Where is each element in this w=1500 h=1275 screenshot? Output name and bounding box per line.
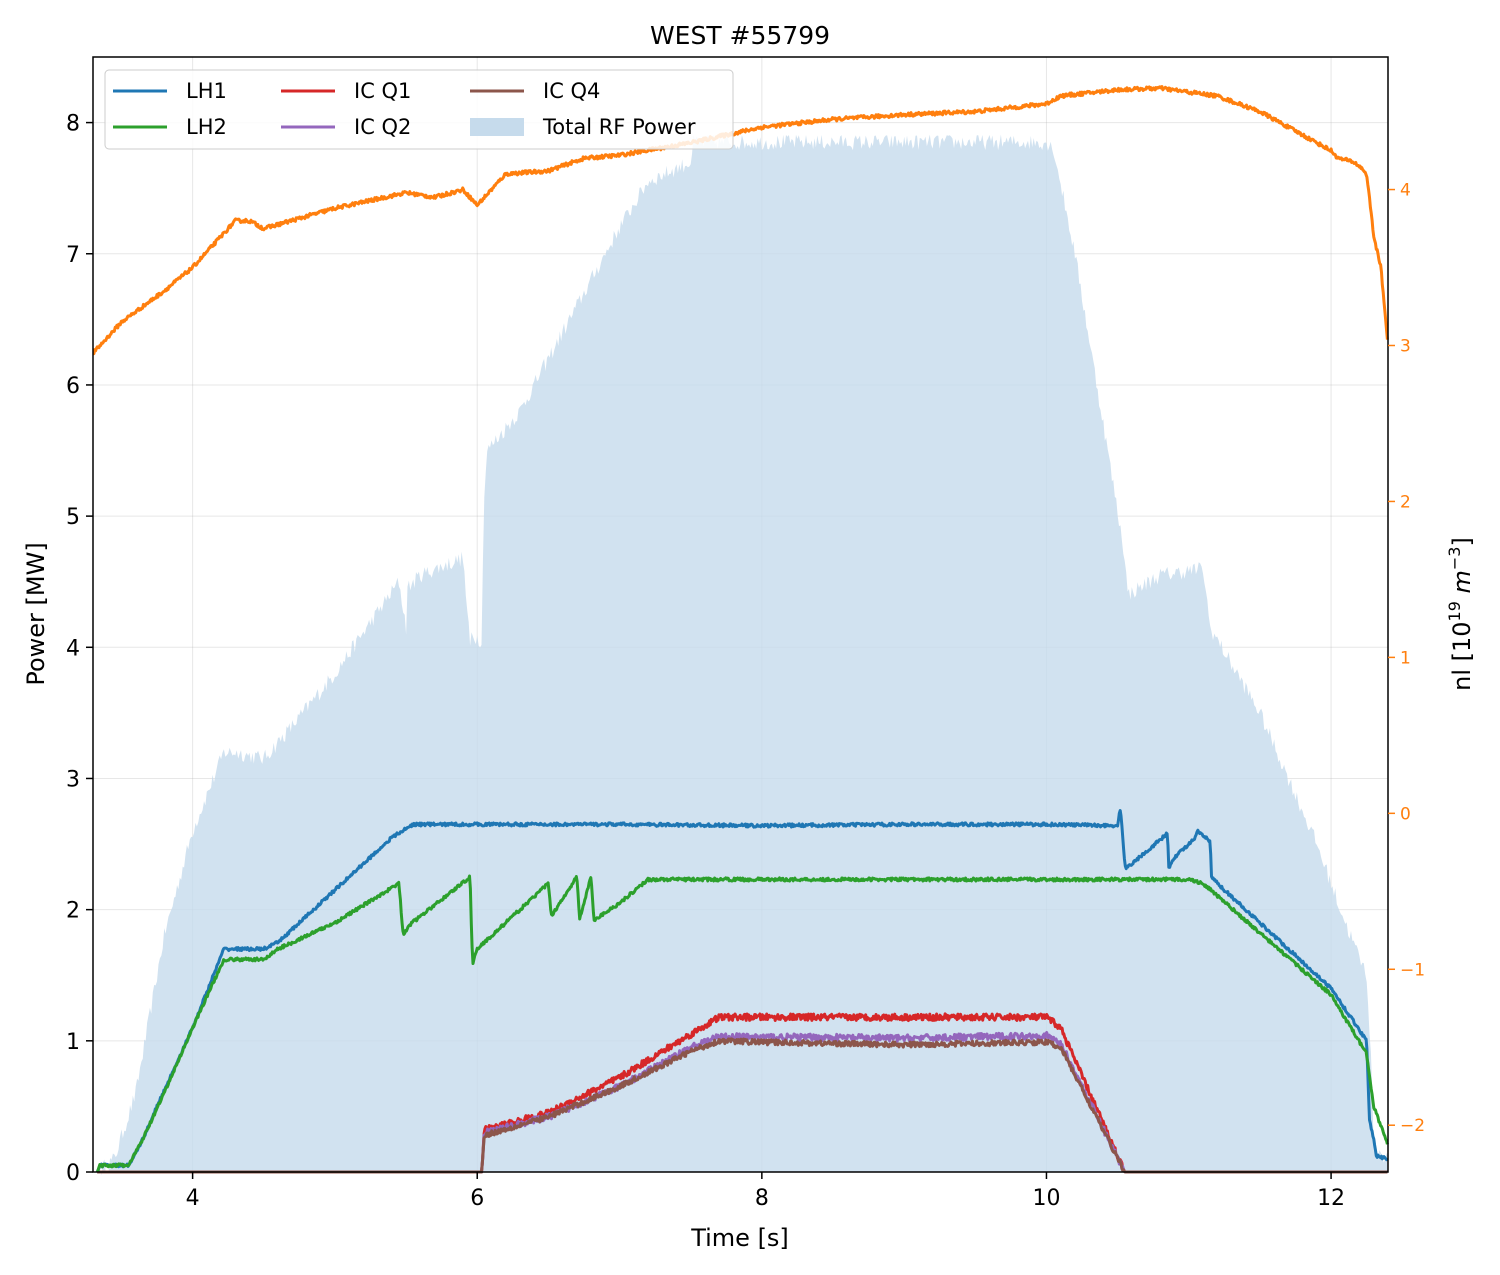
legend-label-total-rf-power: Total RF Power: [542, 115, 696, 139]
y-tick-label: 8: [66, 112, 80, 137]
y-axis-right: −2 −1 0 1 2 3 4: [1388, 181, 1425, 1136]
y-right-tick-label: 4: [1400, 181, 1411, 201]
x-tick-label: 6: [470, 1186, 484, 1211]
y-tick-label: 1: [66, 1030, 80, 1055]
x-tick-label: 4: [186, 1186, 200, 1211]
y-axis-right-label: nl [1019 m−3]: [1445, 537, 1476, 691]
series-lh2-line: [95, 874, 1389, 1173]
legend-label-ic-q1: IC Q1: [354, 79, 411, 103]
y-right-label-sup1: 19: [1445, 601, 1464, 621]
legend-label-lh2: LH2: [186, 115, 227, 139]
y-right-label-mid: m: [1448, 570, 1476, 601]
legend: LH1 LH2 IC Q1 IC Q2 IC Q4 Total RF Power: [104, 69, 734, 150]
y-right-tick-label: 0: [1400, 804, 1411, 824]
series-nl-line: [92, 85, 1389, 356]
x-axis: 4 6 8 10 12: [186, 1172, 1345, 1211]
legend-label-ic-q2: IC Q2: [354, 115, 411, 139]
y-right-label-base: nl [10: [1448, 621, 1476, 690]
y-tick-label: 4: [66, 636, 80, 661]
y-right-tick-label: 3: [1400, 336, 1411, 356]
series-lh1-line: [95, 809, 1389, 1173]
chart-title: WEST #55799: [650, 21, 830, 50]
plot-frame: [92, 56, 1389, 1173]
y-tick-label: 7: [66, 243, 80, 268]
y-tick-label: 2: [66, 899, 80, 924]
legend-box: [104, 69, 734, 150]
y-right-tick-label: −1: [1400, 960, 1425, 980]
y-tick-label: 0: [66, 1161, 80, 1186]
y-tick-label: 3: [66, 767, 80, 792]
y-tick-label: 5: [66, 505, 80, 530]
legend-label-ic-q4: IC Q4: [543, 79, 600, 103]
y-axis-label: Power [MW]: [22, 542, 50, 685]
y-right-label-sup2: −3: [1445, 546, 1464, 570]
y-right-tick-label: 1: [1400, 648, 1411, 668]
y-right-tick-label: −2: [1400, 1116, 1425, 1136]
y-axis-left: 0 1 2 3 4 5 6 7 8: [66, 112, 93, 1186]
x-tick-label: 10: [1032, 1186, 1060, 1211]
y-tick-label: 6: [66, 374, 80, 399]
x-tick-label: 8: [755, 1186, 769, 1211]
legend-swatch-total-rf-power: [470, 118, 524, 136]
legend-label-lh1: LH1: [186, 79, 227, 103]
y-right-tick-label: 2: [1400, 492, 1411, 512]
y-right-label-end: ]: [1448, 537, 1476, 546]
x-axis-label: Time [s]: [690, 1224, 789, 1252]
x-tick-label: 12: [1317, 1186, 1345, 1211]
